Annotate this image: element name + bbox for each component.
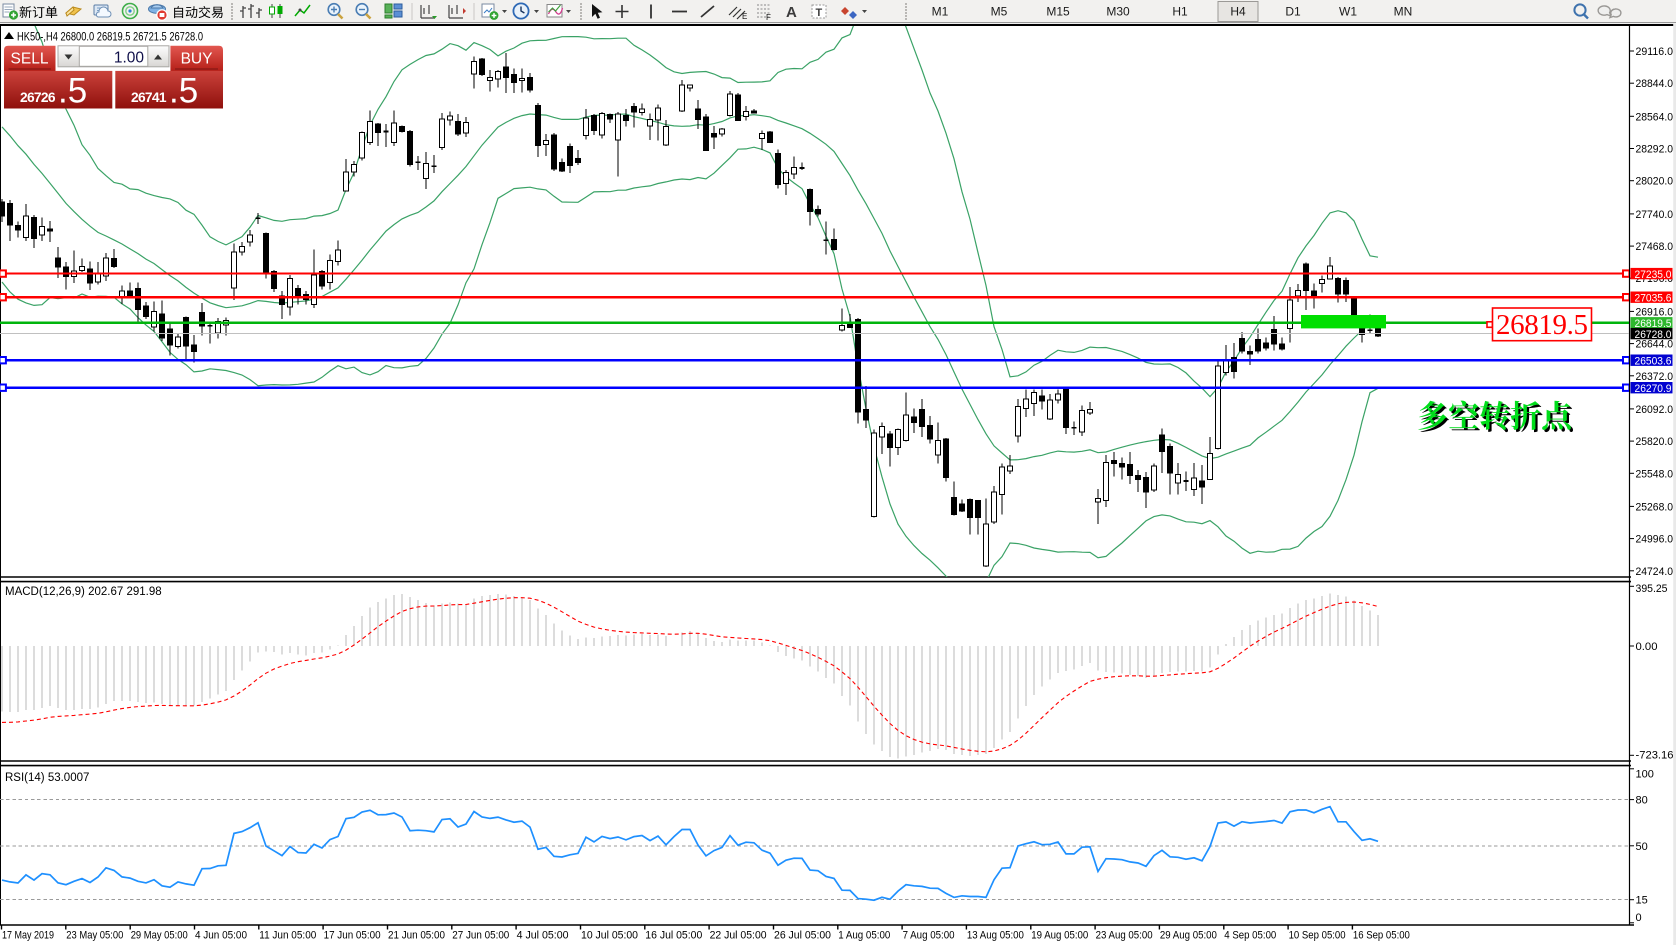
- svg-text:28564.0: 28564.0: [1636, 111, 1674, 123]
- svg-text:26726: 26726: [20, 90, 56, 105]
- svg-text:16 Jul 05:00: 16 Jul 05:00: [645, 930, 702, 942]
- svg-text:80: 80: [1636, 795, 1648, 807]
- svg-text:E: E: [742, 12, 747, 21]
- svg-text:7 Aug 05:00: 7 Aug 05:00: [903, 930, 955, 942]
- svg-text:4 Jun 05:00: 4 Jun 05:00: [195, 930, 247, 942]
- svg-text:395.25: 395.25: [1636, 583, 1668, 595]
- svg-text:BUY: BUY: [181, 51, 213, 68]
- svg-text:26728.0: 26728.0: [1635, 329, 1672, 341]
- svg-text:1 Aug 05:00: 1 Aug 05:00: [838, 930, 890, 942]
- svg-text:0.00: 0.00: [1636, 641, 1658, 653]
- svg-text:29 Aug 05:00: 29 Aug 05:00: [1160, 930, 1217, 942]
- svg-text:26644.0: 26644.0: [1636, 339, 1674, 351]
- svg-text:50: 50: [1636, 841, 1648, 853]
- svg-text:HK50-,H4 26800.0 26819.5 2672: HK50-,H4 26800.0 26819.5 26721.5 26728.0: [17, 30, 203, 44]
- svg-text:F: F: [766, 13, 771, 22]
- svg-text:M30: M30: [1106, 5, 1130, 19]
- svg-text:10 Sep 05:00: 10 Sep 05:00: [1289, 930, 1346, 942]
- svg-text:T: T: [816, 7, 823, 19]
- svg-text:SELL: SELL: [11, 51, 49, 68]
- svg-text:4 Sep 05:00: 4 Sep 05:00: [1224, 930, 1276, 942]
- svg-text:13 Aug 05:00: 13 Aug 05:00: [967, 930, 1024, 942]
- svg-text:25548.0: 25548.0: [1636, 468, 1674, 480]
- svg-text:17 Jun 05:00: 17 Jun 05:00: [324, 930, 381, 942]
- svg-text:27 Jun 05:00: 27 Jun 05:00: [452, 930, 509, 942]
- svg-text:26372.0: 26372.0: [1636, 371, 1674, 383]
- svg-text:4 Jul 05:00: 4 Jul 05:00: [517, 930, 569, 942]
- svg-text:29 May 05:00: 29 May 05:00: [131, 930, 188, 942]
- svg-text:-723.16: -723.16: [1636, 749, 1674, 761]
- svg-text:27035.6: 27035.6: [1635, 292, 1672, 304]
- svg-text:23 May 05:00: 23 May 05:00: [66, 930, 123, 942]
- svg-text:16 Sep 05:00: 16 Sep 05:00: [1353, 930, 1410, 942]
- svg-text:26819.5: 26819.5: [1496, 309, 1588, 341]
- svg-text:17 May 2019: 17 May 2019: [2, 930, 54, 942]
- svg-text:28292.0: 28292.0: [1636, 144, 1674, 156]
- svg-text:H4: H4: [1230, 5, 1246, 19]
- svg-text:D1: D1: [1285, 5, 1301, 19]
- svg-text:26916.0: 26916.0: [1636, 306, 1674, 318]
- svg-text:MN: MN: [1394, 5, 1413, 19]
- svg-text:MACD(12,26,9) 202.67 291.98: MACD(12,26,9) 202.67 291.98: [5, 586, 162, 598]
- svg-text:1.00: 1.00: [114, 50, 145, 67]
- svg-text:0: 0: [1636, 912, 1642, 924]
- svg-text:24996.0: 24996.0: [1636, 534, 1674, 546]
- svg-text:26270.9: 26270.9: [1635, 383, 1672, 395]
- svg-text:.5: .5: [169, 72, 198, 111]
- svg-text:28020.0: 28020.0: [1636, 176, 1674, 188]
- svg-text:26092.0: 26092.0: [1636, 404, 1674, 416]
- svg-text:100: 100: [1636, 769, 1654, 781]
- svg-text:11 Jun 05:00: 11 Jun 05:00: [259, 930, 316, 942]
- svg-text:A: A: [786, 4, 797, 21]
- svg-text:27740.0: 27740.0: [1636, 209, 1674, 221]
- svg-text:RSI(14) 53.0007: RSI(14) 53.0007: [5, 772, 89, 784]
- svg-text:M1: M1: [932, 5, 949, 19]
- svg-text:19 Aug 05:00: 19 Aug 05:00: [1031, 930, 1088, 942]
- svg-text:26503.6: 26503.6: [1635, 355, 1672, 367]
- svg-text:10 Jul 05:00: 10 Jul 05:00: [581, 930, 638, 942]
- svg-text:29116.0: 29116.0: [1636, 46, 1674, 58]
- svg-text:H1: H1: [1172, 5, 1188, 19]
- svg-text:M15: M15: [1046, 5, 1070, 19]
- svg-text:28844.0: 28844.0: [1636, 78, 1674, 90]
- svg-text:26 Jul 05:00: 26 Jul 05:00: [774, 930, 831, 942]
- svg-text:24724.0: 24724.0: [1636, 566, 1674, 578]
- svg-text:27235.0: 27235.0: [1635, 269, 1672, 281]
- svg-text:25820.0: 25820.0: [1636, 436, 1674, 448]
- svg-text:25268.0: 25268.0: [1636, 501, 1674, 513]
- svg-text:27468.0: 27468.0: [1636, 241, 1674, 253]
- svg-text:M5: M5: [991, 5, 1008, 19]
- svg-text:.5: .5: [58, 72, 87, 111]
- svg-text:21 Jun 05:00: 21 Jun 05:00: [388, 930, 445, 942]
- svg-text:W1: W1: [1339, 5, 1357, 19]
- svg-text:15: 15: [1636, 895, 1648, 907]
- svg-text:26741: 26741: [131, 90, 167, 105]
- svg-text:23 Aug 05:00: 23 Aug 05:00: [1096, 930, 1153, 942]
- svg-text:26819.5: 26819.5: [1635, 318, 1672, 330]
- svg-text:22 Jul 05:00: 22 Jul 05:00: [710, 930, 767, 942]
